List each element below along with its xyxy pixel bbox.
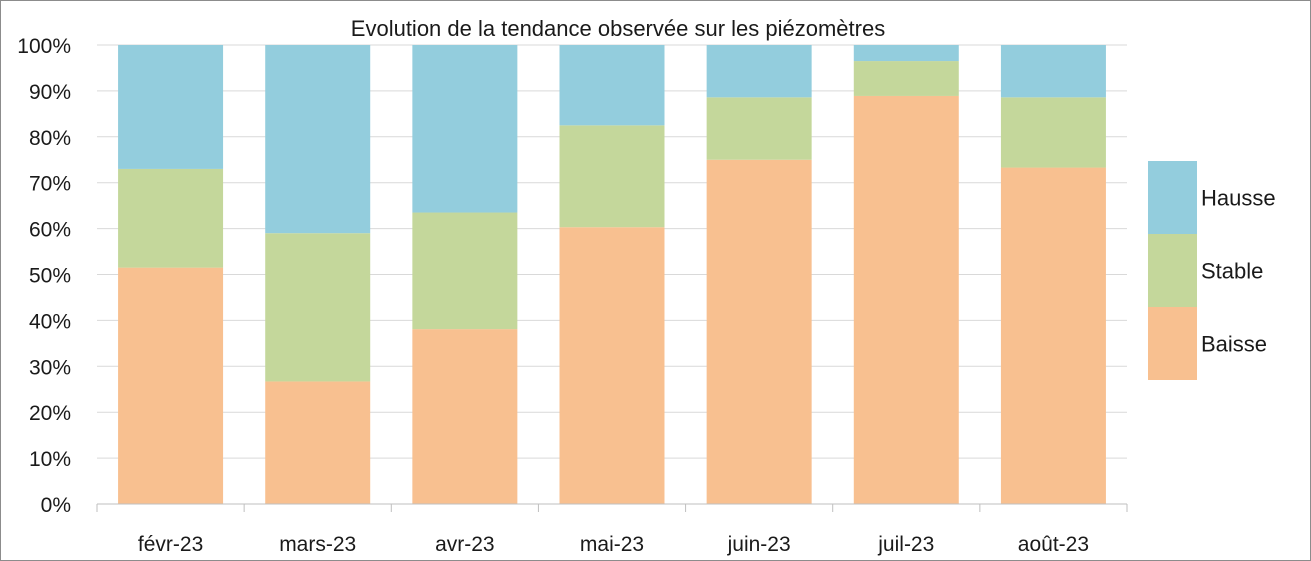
x-tick-label: mai-23	[580, 533, 644, 556]
bar-stable-2	[412, 212, 518, 330]
bar-hausse-4	[706, 45, 812, 98]
y-tick-label: 90%	[29, 81, 71, 104]
y-tick-label: 10%	[29, 448, 71, 471]
legend-label-stable: Stable	[1201, 259, 1263, 284]
y-tick-label: 100%	[17, 35, 71, 58]
bar-stable-3	[559, 125, 665, 228]
bar-stable-0	[118, 168, 224, 268]
y-tick-label: 50%	[29, 265, 71, 288]
bar-stable-4	[706, 97, 812, 160]
bar-baisse-6	[1000, 167, 1106, 505]
bar-stable-1	[265, 233, 371, 382]
legend-swatch-hausse	[1148, 161, 1197, 234]
bar-hausse-3	[559, 45, 665, 126]
y-tick-label: 40%	[29, 310, 71, 333]
chart-title: Evolution de la tendance observée sur le…	[351, 16, 885, 41]
y-tick-labels: 0% 10% 20% 30% 40% 50% 60% 70% 80% 90% 100%	[17, 35, 71, 517]
bar-baisse-0	[118, 267, 224, 504]
bar-hausse-1	[265, 45, 371, 234]
bar-hausse-0	[118, 45, 224, 169]
bar-hausse-6	[1000, 45, 1106, 98]
x-tick-label: août-23	[1018, 533, 1089, 556]
x-tick-labels: févr-23 mars-23 avr-23 mai-23 juin-23 juil-23…	[138, 533, 1089, 556]
bar-hausse-2	[412, 45, 518, 213]
legend-label-baisse: Baisse	[1201, 332, 1267, 357]
bar-baisse-2	[412, 329, 518, 504]
bar-baisse-4	[706, 159, 812, 504]
x-tick-label: avr-23	[435, 533, 495, 556]
bar-baisse-5	[853, 95, 959, 504]
bar-stable-6	[1000, 97, 1106, 168]
y-tick-label: 20%	[29, 402, 71, 425]
legend: Hausse Stable Baisse	[1148, 161, 1276, 380]
x-tick-label: juin-23	[727, 533, 791, 556]
bar-baisse-3	[559, 227, 665, 504]
y-tick-label: 80%	[29, 127, 71, 150]
legend-label-hausse: Hausse	[1201, 186, 1276, 211]
bar-baisse-1	[265, 381, 371, 504]
y-tick-label: 70%	[29, 173, 71, 196]
legend-swatch-stable	[1148, 234, 1197, 307]
y-tick-label: 30%	[29, 356, 71, 379]
x-tick-label: févr-23	[138, 533, 203, 556]
bars	[118, 45, 1106, 505]
y-tick-label: 60%	[29, 219, 71, 242]
x-tick-label: mars-23	[279, 533, 356, 556]
bar-stable-5	[853, 61, 959, 96]
x-tick-label: juil-23	[877, 533, 934, 556]
y-tick-label: 0%	[41, 494, 71, 517]
bar-hausse-5	[853, 45, 959, 62]
axes	[96, 503, 1128, 512]
legend-swatch-baisse	[1148, 307, 1197, 380]
